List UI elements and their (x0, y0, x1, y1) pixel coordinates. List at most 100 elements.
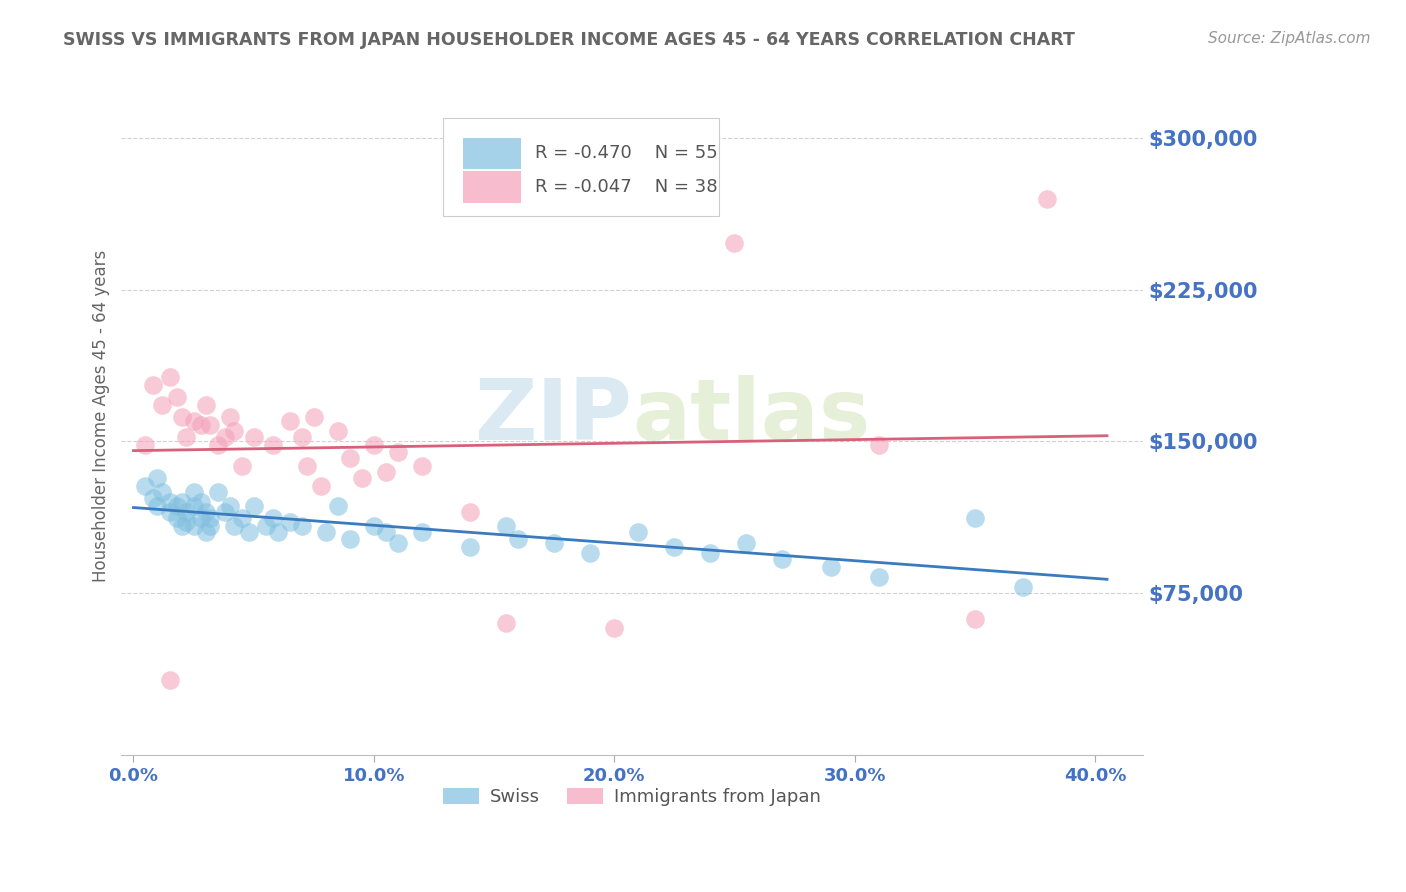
Point (254, 519, 277, 533)
Point (207, 485, 229, 500)
Point (166, 390, 188, 404)
Point (772, 551, 794, 566)
Point (363, 438, 385, 452)
Point (262, 438, 284, 452)
Point (387, 535, 409, 549)
Point (183, 519, 205, 533)
Point (868, 438, 890, 452)
Y-axis label: Householder Income Ages 45 - 64 years: Householder Income Ages 45 - 64 years (93, 250, 110, 582)
Point (603, 620, 626, 634)
Point (150, 398, 173, 412)
Point (350, 471, 373, 485)
Point (218, 499, 240, 513)
Point (214, 430, 236, 444)
Point (278, 516, 301, 530)
Legend: Swiss, Immigrants from Japan: Swiss, Immigrants from Japan (436, 780, 828, 814)
Point (262, 511, 284, 525)
Point (868, 570, 890, 584)
Point (278, 414, 301, 428)
Point (207, 438, 229, 452)
Point (326, 499, 349, 513)
Point (411, 525, 433, 540)
Point (458, 505, 481, 519)
Point (664, 540, 686, 554)
Point (134, 438, 156, 452)
Point (242, 499, 264, 513)
Point (159, 495, 181, 509)
Point (267, 525, 290, 540)
Point (963, 612, 986, 626)
FancyBboxPatch shape (463, 137, 520, 169)
Point (194, 505, 217, 519)
Point (224, 519, 246, 533)
Point (190, 511, 212, 525)
Point (218, 410, 240, 425)
Point (339, 450, 361, 465)
Text: R = -0.047    N = 38: R = -0.047 N = 38 (536, 178, 718, 196)
Text: ZIP: ZIP (474, 375, 633, 458)
Point (190, 495, 212, 509)
Point (963, 511, 986, 525)
Point (142, 491, 165, 505)
Point (238, 525, 260, 540)
Point (735, 535, 758, 549)
Text: SWISS VS IMMIGRANTS FROM JAPAN HOUSEHOLDER INCOME AGES 45 - 64 YEARS CORRELATION: SWISS VS IMMIGRANTS FROM JAPAN HOUSEHOLD… (63, 31, 1076, 49)
Point (159, 369, 181, 384)
Point (295, 458, 318, 473)
Point (183, 485, 205, 500)
Point (374, 465, 396, 479)
Point (159, 673, 181, 687)
Point (170, 519, 193, 533)
Point (170, 495, 193, 509)
Point (1012, 580, 1035, 594)
Point (699, 546, 721, 560)
Point (183, 414, 205, 428)
Point (543, 535, 565, 549)
Point (170, 410, 193, 425)
Point (159, 505, 181, 519)
Point (495, 616, 517, 631)
Point (723, 236, 745, 251)
Point (291, 430, 314, 444)
FancyBboxPatch shape (443, 118, 718, 217)
Point (387, 444, 409, 458)
Point (134, 479, 156, 493)
Text: R = -0.470    N = 55: R = -0.470 N = 55 (536, 145, 718, 162)
Point (214, 505, 236, 519)
Point (166, 511, 188, 525)
Point (190, 418, 212, 433)
Point (1036, 192, 1059, 206)
Point (315, 525, 337, 540)
Point (224, 425, 246, 439)
Point (200, 511, 222, 525)
Point (242, 430, 264, 444)
Point (411, 458, 433, 473)
Point (176, 505, 198, 519)
Point (166, 499, 188, 513)
Point (374, 525, 396, 540)
Point (200, 519, 222, 533)
Point (231, 511, 253, 525)
Point (200, 418, 222, 433)
Point (176, 430, 198, 444)
Point (142, 377, 165, 392)
FancyBboxPatch shape (463, 171, 520, 203)
Point (363, 519, 385, 533)
Point (291, 519, 314, 533)
Point (458, 540, 481, 554)
Point (150, 485, 173, 500)
Point (176, 516, 198, 530)
Point (339, 532, 361, 546)
Point (146, 471, 169, 485)
Point (495, 519, 517, 533)
Point (579, 546, 602, 560)
Point (506, 532, 529, 546)
Point (309, 479, 332, 493)
Point (231, 458, 253, 473)
Point (146, 499, 169, 513)
Point (302, 410, 325, 425)
Point (194, 525, 217, 540)
Point (820, 559, 842, 574)
Text: Source: ZipAtlas.com: Source: ZipAtlas.com (1208, 31, 1371, 46)
Point (326, 425, 349, 439)
